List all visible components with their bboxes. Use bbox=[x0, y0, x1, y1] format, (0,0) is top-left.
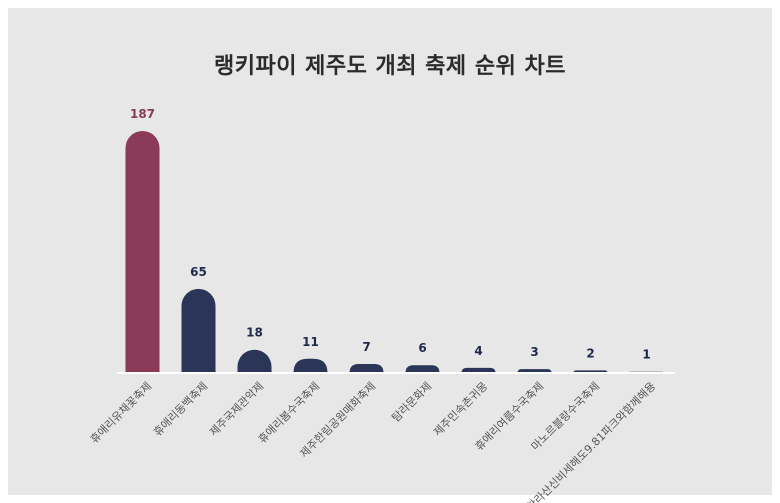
bar-제주국제관악제 bbox=[237, 349, 272, 373]
bar-탐라문화제 bbox=[405, 365, 440, 373]
value-labels-group: 187 65 18 11 7 6 4 3 2 1 bbox=[130, 107, 651, 362]
bar-휴애리동백축제 bbox=[181, 288, 216, 373]
x-tick-label: 탐라문화제 bbox=[389, 380, 434, 425]
value-label: 11 bbox=[302, 335, 319, 349]
chart-title: 랭키파이 제주도 개최 축제 순위 차트 bbox=[214, 54, 566, 79]
bars-group bbox=[125, 131, 664, 373]
bar-휴애리유채꽃축제 bbox=[125, 131, 160, 373]
value-label: 18 bbox=[246, 326, 263, 340]
x-tick-label: 제주민속촌귀몽 bbox=[431, 380, 490, 439]
value-label: 65 bbox=[190, 265, 207, 279]
value-label: 3 bbox=[530, 345, 538, 359]
bar-휴애리봄수국축제 bbox=[293, 358, 328, 373]
value-label: 187 bbox=[130, 107, 155, 121]
value-label: 4 bbox=[474, 344, 482, 358]
bar-제주민속촌귀몽 bbox=[461, 367, 496, 373]
value-label: 2 bbox=[586, 346, 594, 360]
x-tick-labels-group: 휴애리유채꽃축제휴애리동백축제제주국제관악제휴애리봄수국축제제주한림공원매화축제… bbox=[88, 379, 658, 503]
bar-제주한림공원매화축제 bbox=[349, 363, 384, 373]
x-tick-label: 제주국제관악제 bbox=[207, 380, 266, 439]
value-label: 1 bbox=[642, 348, 650, 362]
x-tick-label: 휴애리동백축제 bbox=[151, 380, 210, 439]
value-label: 7 bbox=[362, 340, 370, 354]
value-label: 6 bbox=[418, 341, 426, 355]
x-tick-label: 휴애리유채꽃축제 bbox=[88, 380, 154, 446]
